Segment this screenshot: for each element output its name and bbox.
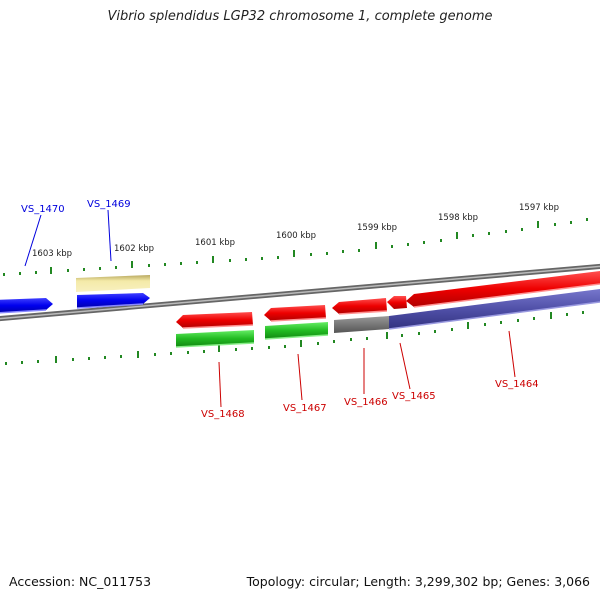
gene-label[interactable]: VS_1464 — [495, 379, 539, 390]
tick-label: 1600 kbp — [276, 231, 316, 241]
gene-VS_1467[interactable] — [264, 305, 327, 322]
gene-VS_1464[interactable] — [406, 271, 600, 308]
tick-label: 1597 kbp — [519, 203, 559, 213]
gene-label[interactable]: VS_1470 — [21, 204, 65, 215]
gene-VS_1466[interactable] — [332, 298, 388, 315]
label-leader-lines — [24, 209, 516, 408]
gene-VS_1469[interactable] — [76, 293, 150, 309]
tick-label: 1599 kbp — [357, 223, 397, 233]
tick-label: 1603 kbp — [32, 249, 72, 259]
accession-text: Accession: NC_011753 — [9, 574, 152, 589]
map-title: Vibrio splendidus LGP32 chromosome 1, co… — [107, 9, 493, 24]
genome-summary-text: Topology: circular; Length: 3,299,302 bp… — [246, 574, 590, 589]
chromosome-backbone — [0, 263, 600, 322]
gene-label[interactable]: VS_1465 — [392, 391, 436, 402]
gene-label[interactable]: VS_1469 — [87, 199, 131, 210]
tick-label: 1598 kbp — [438, 213, 478, 223]
inner-tick-ruler — [5, 311, 584, 365]
gene-VS_1470[interactable] — [0, 298, 53, 314]
gene-label[interactable]: VS_1468 — [201, 409, 245, 420]
gene-VS_1469-pseudo[interactable] — [76, 275, 150, 292]
cds-VS_1467[interactable] — [264, 322, 329, 340]
tick-label: 1602 kbp — [114, 244, 154, 254]
gene-label[interactable]: VS_1466 — [344, 397, 388, 408]
gene-VS_1465[interactable] — [387, 296, 407, 309]
outer-tick-ruler — [3, 218, 588, 276]
cds-VS_1468[interactable] — [175, 330, 255, 348]
gene-VS_1468[interactable] — [176, 312, 254, 329]
tick-label: 1601 kbp — [195, 238, 235, 248]
rna-VS_1466[interactable] — [334, 316, 389, 333]
gene-label[interactable]: VS_1467 — [283, 403, 327, 414]
feature-VS_1464[interactable] — [388, 289, 600, 330]
